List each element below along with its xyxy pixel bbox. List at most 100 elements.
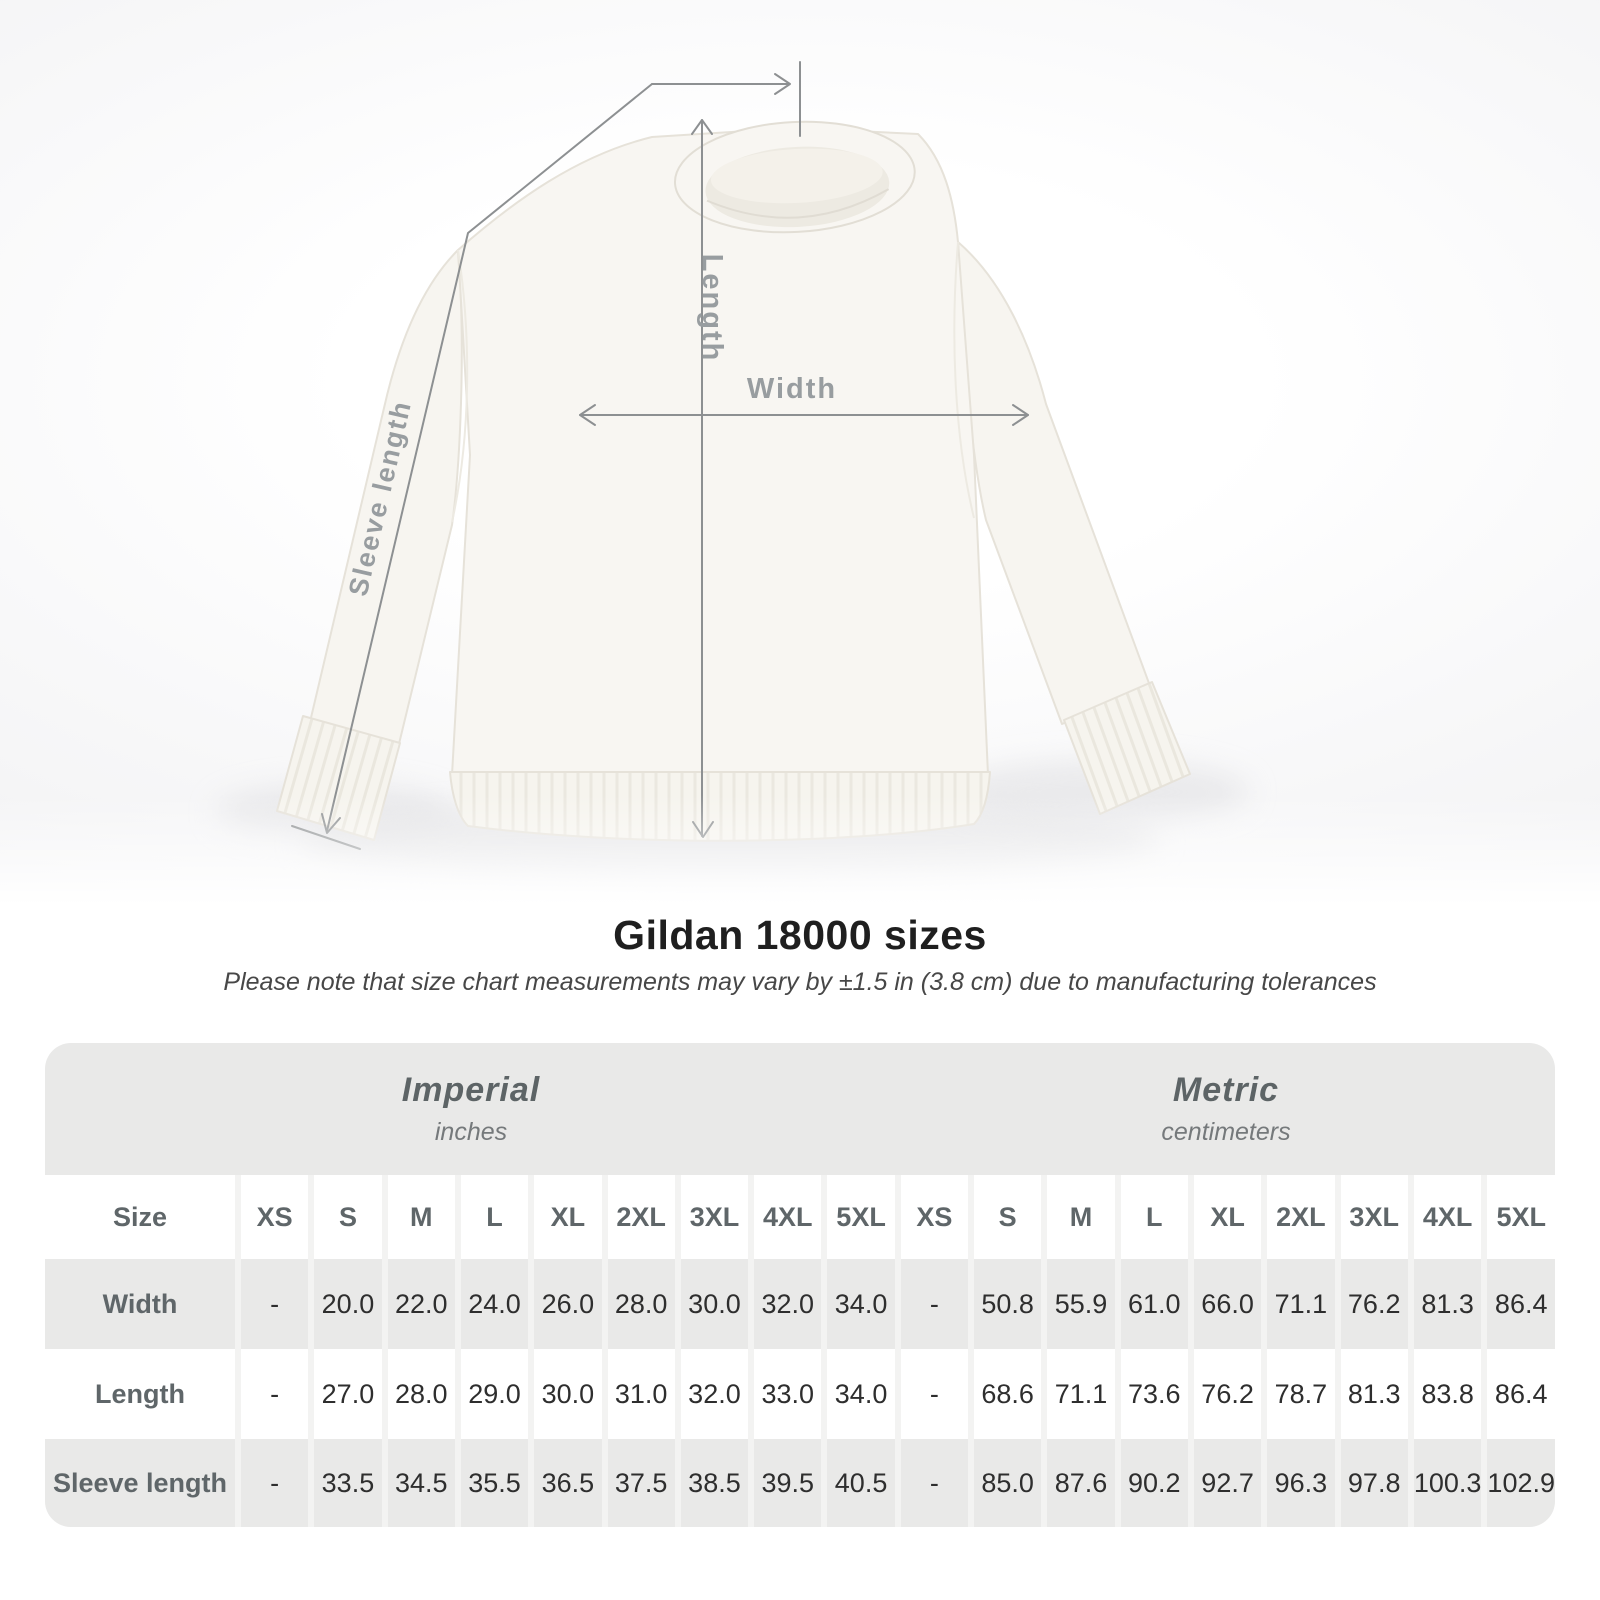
value-cell: 24.0 bbox=[460, 1259, 529, 1349]
value-cell: 37.5 bbox=[607, 1439, 675, 1527]
value-cell: 86.4 bbox=[1487, 1259, 1555, 1349]
page-subtitle: Please note that size chart measurements… bbox=[223, 968, 1377, 996]
value-cell: 34.5 bbox=[387, 1439, 455, 1527]
value-cell: 102.9 bbox=[1487, 1439, 1555, 1527]
value-cell: 97.8 bbox=[1340, 1439, 1408, 1527]
collar-inner-back bbox=[710, 148, 883, 204]
value-cell: - bbox=[241, 1349, 309, 1439]
size-header-cell: L bbox=[1120, 1175, 1188, 1259]
value-cell: 26.0 bbox=[534, 1259, 602, 1349]
value-cell: 66.0 bbox=[1193, 1259, 1262, 1349]
value-cell: 73.6 bbox=[1120, 1349, 1188, 1439]
size-header-cell: 3XL bbox=[1340, 1175, 1408, 1259]
value-cell: 34.0 bbox=[827, 1259, 895, 1349]
value-cell: 40.5 bbox=[827, 1439, 895, 1527]
size-header-cell: XL bbox=[1193, 1175, 1262, 1259]
sleeve-length-arrow bbox=[291, 61, 801, 850]
size-header-cell: XS bbox=[900, 1175, 969, 1259]
product-photo-section: Length Width Sleeve length bbox=[0, 0, 1600, 905]
value-cell: 96.3 bbox=[1267, 1439, 1335, 1527]
value-cell: 30.0 bbox=[680, 1259, 749, 1349]
size-header-cell: 2XL bbox=[607, 1175, 675, 1259]
garment-shadow bbox=[300, 802, 1160, 882]
value-cell: 33.5 bbox=[314, 1439, 382, 1527]
size-header-cell: 5XL bbox=[1487, 1175, 1555, 1259]
value-cell: - bbox=[900, 1439, 969, 1527]
size-column-header: Size bbox=[45, 1175, 235, 1259]
width-label: Width bbox=[747, 373, 837, 405]
size-header-cell: XS bbox=[241, 1175, 309, 1259]
sweatshirt-left-sleeve bbox=[309, 249, 463, 749]
value-cell: 36.5 bbox=[534, 1439, 602, 1527]
length-label: Length bbox=[696, 254, 728, 363]
imperial-group-header: Imperial inches bbox=[45, 1043, 897, 1175]
size-header-cell: L bbox=[460, 1175, 529, 1259]
value-cell: - bbox=[241, 1439, 309, 1527]
value-cell: 61.0 bbox=[1120, 1259, 1188, 1349]
value-cell: 20.0 bbox=[314, 1259, 382, 1349]
value-cell: 38.5 bbox=[680, 1439, 749, 1527]
value-cell: 50.8 bbox=[974, 1259, 1042, 1349]
value-cell: 28.0 bbox=[607, 1259, 675, 1349]
value-cell: - bbox=[241, 1259, 309, 1349]
metric-label: Metric bbox=[1172, 1071, 1280, 1109]
right-armhole-seam bbox=[953, 241, 975, 519]
value-cell: 71.1 bbox=[1047, 1349, 1115, 1439]
value-cell: 22.0 bbox=[387, 1259, 455, 1349]
value-cell: 92.7 bbox=[1193, 1439, 1262, 1527]
collar-seam bbox=[706, 188, 890, 219]
value-cell: 76.2 bbox=[1340, 1259, 1408, 1349]
size-header-cell: S bbox=[974, 1175, 1042, 1259]
value-cell: 32.0 bbox=[680, 1349, 749, 1439]
width-arrow bbox=[579, 404, 1029, 426]
value-cell: 81.3 bbox=[1340, 1349, 1408, 1439]
value-cell: 35.5 bbox=[460, 1439, 529, 1527]
value-cell: 32.0 bbox=[754, 1259, 822, 1349]
row-label-cell: Length bbox=[45, 1349, 235, 1439]
size-header-cell: M bbox=[1047, 1175, 1115, 1259]
left-armhole-seam bbox=[451, 249, 469, 523]
page-title: Gildan 18000 sizes bbox=[613, 912, 987, 958]
value-cell: 29.0 bbox=[460, 1349, 529, 1439]
value-cell: 71.1 bbox=[1267, 1259, 1335, 1349]
size-header-cell: 5XL bbox=[827, 1175, 895, 1259]
value-cell: 81.3 bbox=[1413, 1259, 1482, 1349]
value-cell: - bbox=[900, 1259, 969, 1349]
size-header-cell: 4XL bbox=[1413, 1175, 1482, 1259]
value-cell: - bbox=[900, 1349, 969, 1439]
value-cell: 100.3 bbox=[1413, 1439, 1482, 1527]
size-header-cell: 2XL bbox=[1267, 1175, 1335, 1259]
metric-group-header: Metric centimeters bbox=[897, 1043, 1555, 1175]
value-cell: 27.0 bbox=[314, 1349, 382, 1439]
size-header-cell: XL bbox=[534, 1175, 602, 1259]
value-cell: 87.6 bbox=[1047, 1439, 1115, 1527]
value-cell: 30.0 bbox=[534, 1349, 602, 1439]
size-table-grid: Size XS S M L XL 2XL 3XL 4XL 5XL XS S M L XL 2XL 3XL 4XL 5… bbox=[45, 1175, 1555, 1527]
value-cell: 34.0 bbox=[827, 1349, 895, 1439]
value-cell: 31.0 bbox=[607, 1349, 675, 1439]
imperial-label: Imperial bbox=[401, 1071, 541, 1109]
measurement-annotations: Length Width Sleeve length bbox=[291, 61, 1029, 850]
size-table: Imperial inches Metric centimeters Size X… bbox=[45, 1043, 1555, 1527]
value-cell: 28.0 bbox=[387, 1349, 455, 1439]
imperial-sublabel: inches bbox=[434, 1118, 508, 1146]
value-cell: 85.0 bbox=[974, 1439, 1042, 1527]
value-cell: 86.4 bbox=[1487, 1349, 1555, 1439]
value-cell: 90.2 bbox=[1120, 1439, 1188, 1527]
size-header-cell: 3XL bbox=[680, 1175, 749, 1259]
value-cell: 68.6 bbox=[974, 1349, 1042, 1439]
length-arrow bbox=[691, 119, 714, 838]
metric-sublabel: centimeters bbox=[1161, 1118, 1291, 1146]
value-cell: 33.0 bbox=[754, 1349, 822, 1439]
unit-group-header: Imperial inches Metric centimeters bbox=[45, 1043, 1555, 1175]
value-cell: 78.7 bbox=[1267, 1349, 1335, 1439]
value-cell: 39.5 bbox=[754, 1439, 822, 1527]
size-header-cell: M bbox=[387, 1175, 455, 1259]
value-cell: 55.9 bbox=[1047, 1259, 1115, 1349]
value-cell: 83.8 bbox=[1413, 1349, 1482, 1439]
row-label-cell: Width bbox=[45, 1259, 235, 1349]
size-header-cell: 4XL bbox=[754, 1175, 822, 1259]
size-header-cell: S bbox=[314, 1175, 382, 1259]
value-cell: 76.2 bbox=[1193, 1349, 1262, 1439]
